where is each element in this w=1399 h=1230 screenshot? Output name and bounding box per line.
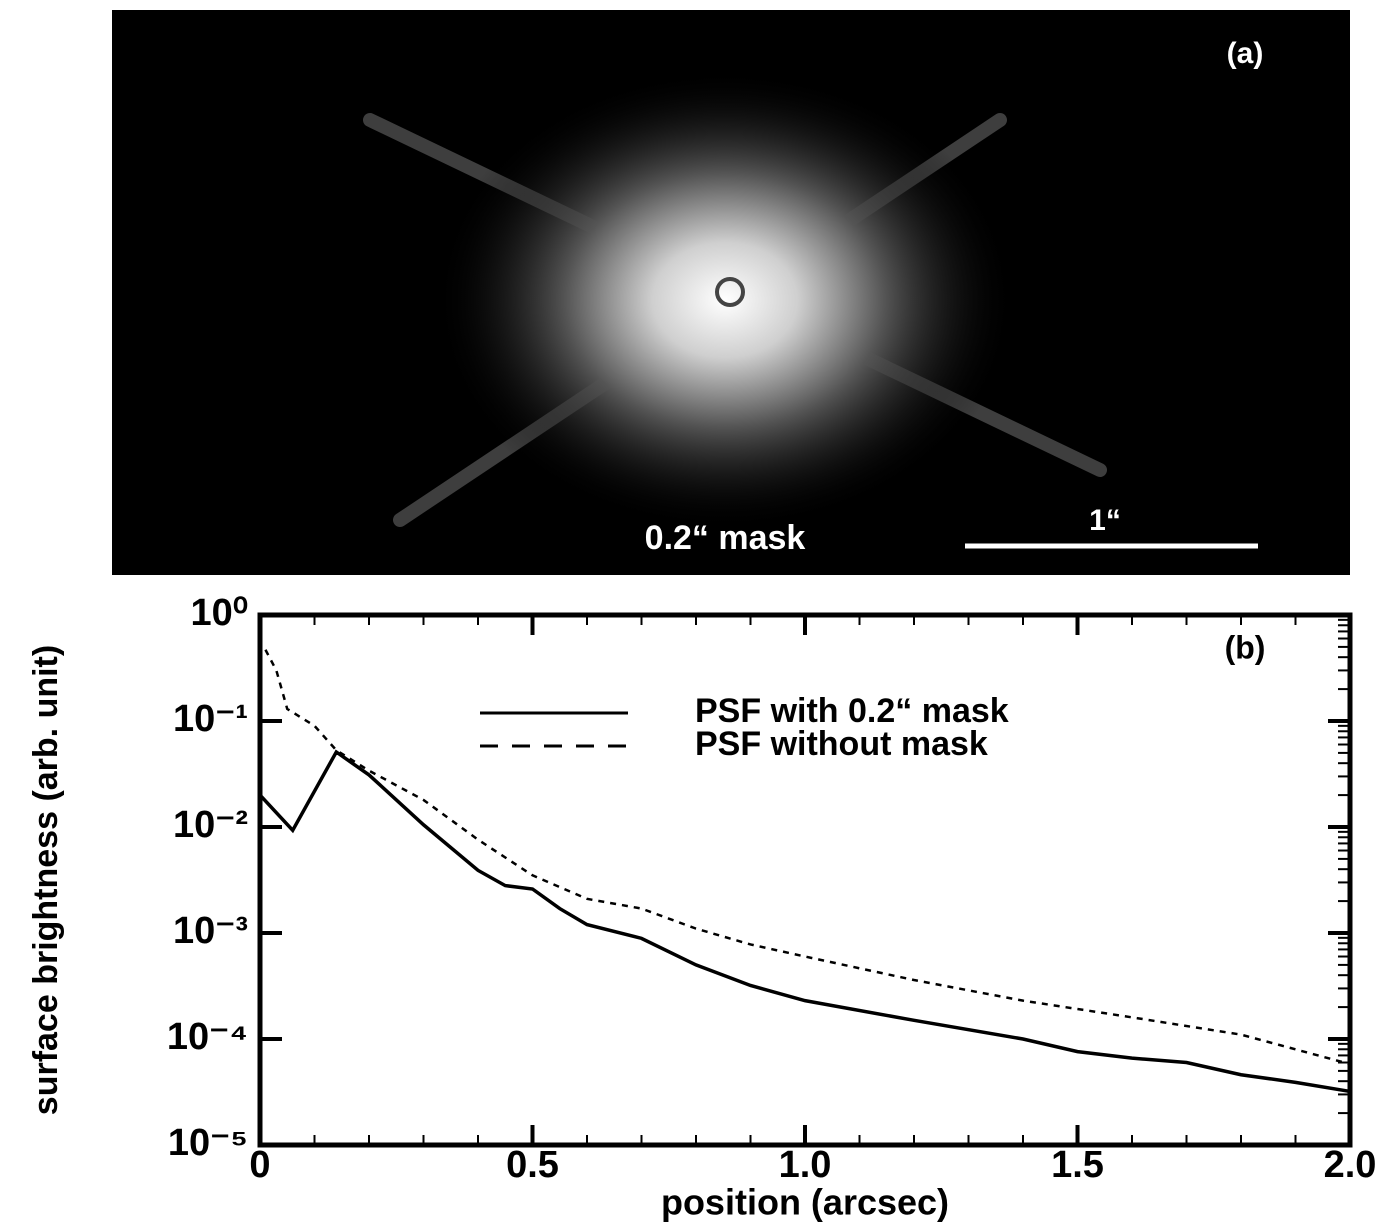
y-axis-label: surface brightness (arb. unit) (27, 645, 65, 1115)
scale-label: 1“ (1089, 504, 1121, 537)
y-tick-label: 10⁻¹ (173, 698, 248, 740)
mask-label: 0.2“ mask (645, 519, 806, 557)
y-tick-label: 10⁻⁵ (168, 1122, 248, 1164)
series-line (264, 649, 1351, 1066)
legend-label: PSF without mask (695, 725, 988, 763)
plot: 10⁻⁵ 10⁻⁴ 10⁻³ 10⁻² 10⁻¹ 10⁰ 0 0.5 1.0 1.5 2.0 posi… (27, 592, 1376, 1222)
x-axis-label: position (arcsec) (661, 1182, 949, 1223)
star-halo (435, 70, 1015, 530)
y-tick-label: 10⁻⁴ (167, 1016, 248, 1058)
legend-label: PSF with 0.2“ mask (695, 692, 1009, 730)
mask-spot (715, 277, 745, 307)
x-tick-label: 0.5 (506, 1144, 559, 1186)
series-line (258, 749, 1351, 1094)
x-tick-label: 1.0 (779, 1144, 832, 1186)
panel-label: (a) (1227, 37, 1264, 70)
x-tick-label: 0 (249, 1144, 270, 1186)
image-panel: (a) 0.2“ mask 1“ (112, 10, 1350, 575)
x-tick-label: 2.0 (1324, 1144, 1377, 1186)
annotation: (b) (1225, 629, 1266, 665)
x-tick-label: 1.5 (1051, 1144, 1104, 1186)
y-tick-label: 10⁰ (190, 592, 248, 634)
plot-frame (257, 612, 1353, 1148)
y-tick-label: 10⁻² (173, 804, 248, 846)
y-tick-label: 10⁻³ (173, 910, 248, 952)
